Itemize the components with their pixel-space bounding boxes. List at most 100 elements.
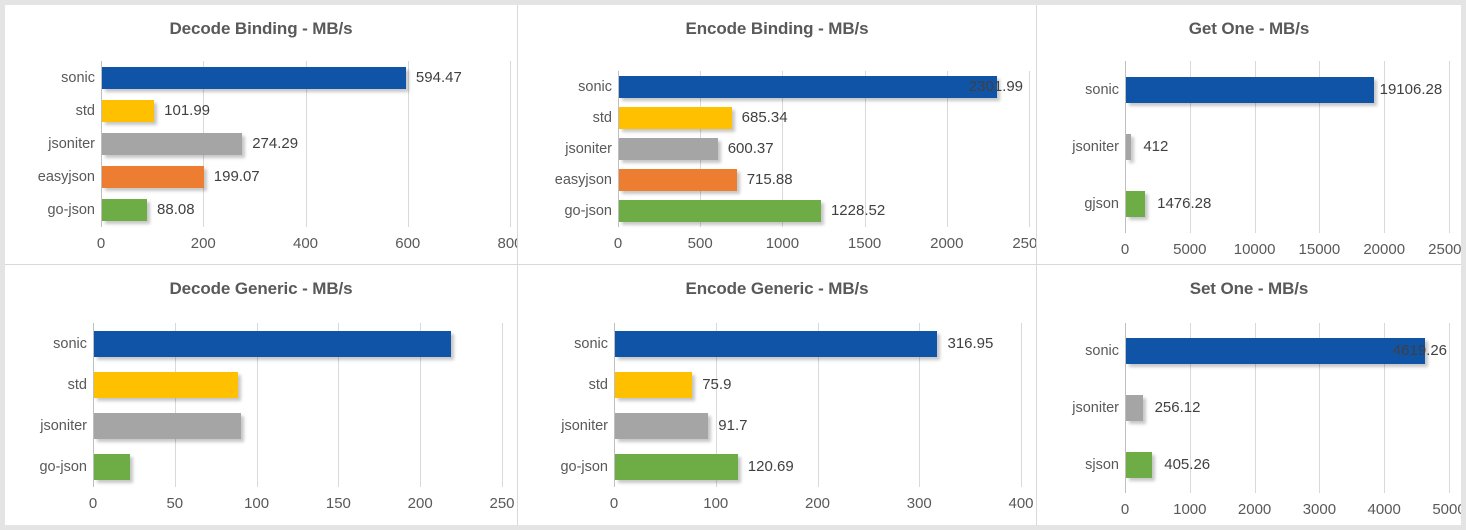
bar[interactable]: [615, 412, 709, 439]
bar[interactable]: [94, 330, 451, 357]
bar[interactable]: [102, 99, 155, 122]
gridline: [1319, 61, 1321, 233]
gridline: [946, 71, 948, 227]
chart-title: Encode Generic - MB/s: [685, 279, 869, 298]
gridline: [420, 323, 422, 487]
data-label: 75.9: [702, 375, 732, 393]
bar[interactable]: [102, 166, 204, 189]
axis-tick-label: 1000: [765, 235, 800, 252]
bar[interactable]: [102, 66, 406, 89]
gridline: [919, 323, 921, 487]
bar[interactable]: [1126, 76, 1374, 103]
axis-tick-label: 5000: [1432, 501, 1461, 518]
bar[interactable]: [619, 75, 998, 98]
chart-panel-decode-binding[interactable]: Decode Binding - MB/s sonic std jsoniter eas…: [5, 5, 518, 265]
bar[interactable]: [619, 169, 737, 192]
gridline: [338, 323, 340, 487]
gridline: [1021, 323, 1022, 487]
gridline: [817, 323, 819, 487]
bar[interactable]: [1126, 134, 1132, 160]
category-label: std: [588, 376, 608, 393]
data-label: 600.37: [727, 140, 774, 158]
bar[interactable]: [615, 330, 938, 357]
axis-tick-label: 0: [609, 495, 619, 512]
category-axis: sonic jsoniter gjson: [1037, 5, 1125, 264]
chart-panel-encode-binding[interactable]: Encode Binding - MB/s sonic std jsoniter eas…: [518, 5, 1037, 265]
bar[interactable]: [615, 371, 693, 398]
gridline: [1254, 323, 1256, 493]
data-label: 120.69: [747, 457, 794, 475]
axis-tick-label: 1500: [847, 235, 882, 252]
axis-tick-label: 3000: [1302, 501, 1337, 518]
data-label: 101.99: [164, 101, 211, 119]
bar[interactable]: [94, 453, 130, 480]
chart-grid: Decode Binding - MB/s sonic std jsoniter eas…: [5, 5, 1461, 525]
value-axis-line: [1125, 61, 1126, 233]
category-axis: sonic std jsoniter easyjson go-json: [518, 5, 618, 264]
data-label: 412: [1143, 138, 1169, 156]
chart-panel-set-one[interactable]: Set One - MB/s sonic jsoniter sjson 4619.26 2…: [1037, 265, 1461, 525]
bar[interactable]: [1126, 191, 1146, 218]
axis-tick-label: 400: [292, 235, 319, 252]
category-label: sonic: [1085, 343, 1119, 360]
axis-tick-label: 0: [1120, 241, 1130, 258]
value-axis-line: [101, 61, 102, 227]
axis-tick-label: 2500: [1012, 235, 1037, 252]
axis-tick-label: 250: [489, 495, 515, 512]
category-label: sjson: [1085, 456, 1119, 473]
bar[interactable]: [1126, 451, 1153, 478]
bar[interactable]: [619, 106, 732, 129]
chart-panel-get-one[interactable]: Get One - MB/s sonic jsoniter gjson 19106.28…: [1037, 5, 1461, 265]
bar[interactable]: [619, 138, 718, 160]
category-label: jsoniter: [565, 141, 612, 157]
chart-title: Get One - MB/s: [1188, 19, 1310, 38]
bar[interactable]: [1126, 338, 1426, 365]
chart-title: Decode Binding - MB/s: [169, 19, 353, 38]
data-label: 685.34: [741, 108, 788, 126]
bar[interactable]: [94, 371, 238, 398]
category-label: go-json: [564, 203, 612, 220]
data-label: 274.29: [252, 135, 299, 153]
data-label: 199.07: [213, 168, 260, 186]
gridline: [502, 323, 503, 487]
bar[interactable]: [619, 200, 821, 223]
category-label: std: [67, 376, 87, 393]
category-label: sonic: [574, 335, 608, 352]
category-label: sonic: [1085, 81, 1119, 98]
plot-area: 316.95 75.9 91.7 120.69: [518, 323, 1036, 487]
data-label: 1476.28: [1157, 195, 1212, 213]
gridline: [1384, 61, 1386, 233]
gridline: [1254, 61, 1256, 233]
data-label: 316.95: [947, 334, 994, 352]
category-axis: sonic std jsoniter go-json: [518, 265, 614, 525]
category-axis: sonic std jsoniter easyjson go-json: [5, 5, 101, 264]
bar[interactable]: [102, 133, 243, 155]
data-label: 1228.52: [830, 202, 886, 220]
axis-tick-label: 0: [96, 235, 106, 252]
bar[interactable]: [102, 199, 148, 222]
gridline: [407, 61, 409, 227]
bar[interactable]: [615, 453, 738, 480]
data-label: 405.26: [1164, 455, 1211, 473]
value-axis-line: [618, 71, 619, 227]
chart-panel-encode-generic[interactable]: Encode Generic - MB/s sonic std jsoniter go-…: [518, 265, 1037, 525]
category-label: go-json: [560, 458, 608, 475]
category-label: jsoniter: [561, 417, 608, 434]
category-label: jsoniter: [48, 136, 95, 152]
axis-tick-label: 100: [703, 495, 729, 512]
category-label: std: [592, 109, 612, 126]
bar[interactable]: [94, 412, 242, 439]
chart-panel-decode-generic[interactable]: Decode Generic - MB/s sonic std jsoniter go-…: [5, 265, 518, 525]
axis-tick-label: 200: [804, 495, 831, 512]
axis-tick-label: 20000: [1363, 241, 1406, 258]
gridline: [174, 323, 176, 487]
gridline: [864, 71, 866, 227]
axis-tick-label: 5000: [1173, 241, 1207, 258]
axis-tick-label: 600: [395, 235, 421, 252]
bar[interactable]: [1126, 395, 1143, 421]
axis-tick-label: 25000: [1428, 241, 1461, 258]
gridline: [1449, 61, 1450, 233]
chart-title: Decode Generic - MB/s: [169, 279, 353, 298]
data-label: 4619.26: [1392, 342, 1448, 360]
category-label: jsoniter: [1072, 139, 1119, 155]
